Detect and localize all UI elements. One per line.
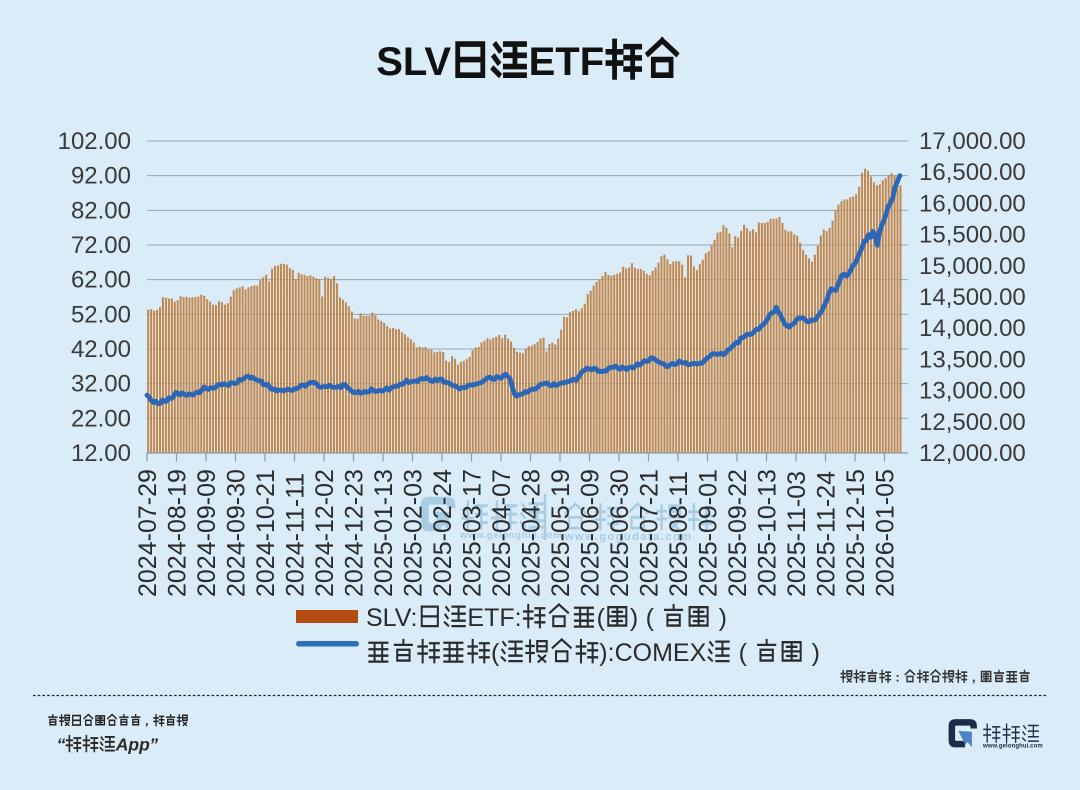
svg-text:2025-06-09: 2025-06-09 (577, 469, 605, 597)
svg-text:“: “ (57, 735, 66, 755)
svg-text:): ) (812, 639, 820, 667)
svg-text:12.00: 12.00 (71, 440, 131, 467)
svg-text:www.gogudata.com: www.gogudata.com (564, 531, 693, 543)
svg-text::: : (895, 670, 899, 685)
svg-text:32.00: 32.00 (71, 371, 131, 398)
svg-text:(: ( (646, 604, 655, 632)
svg-text:2025-05-19: 2025-05-19 (547, 469, 575, 597)
svg-text:16,500.00: 16,500.00 (919, 159, 1026, 186)
svg-text:2024-09-09: 2024-09-09 (193, 469, 221, 597)
svg-text:82.00: 82.00 (71, 197, 131, 224)
svg-text:13,500.00: 13,500.00 (919, 346, 1026, 373)
svg-text:2025-06-30: 2025-06-30 (606, 469, 634, 597)
svg-text:62.00: 62.00 (71, 267, 131, 294)
svg-text:2026-01-05: 2026-01-05 (872, 469, 900, 597)
svg-text:2025-09-22: 2025-09-22 (724, 469, 752, 597)
svg-text:2024-07-29: 2024-07-29 (134, 469, 162, 597)
svg-text:2024-12-23: 2024-12-23 (341, 469, 369, 597)
svg-text:www.gelonghui.com: www.gelonghui.com (459, 530, 562, 541)
svg-text:13,000.00: 13,000.00 (919, 378, 1026, 405)
svg-text:ETF:: ETF: (467, 604, 521, 632)
svg-text:(: ( (739, 639, 748, 667)
svg-text:2025-08-11: 2025-08-11 (665, 471, 693, 597)
svg-text:2025-11-24: 2025-11-24 (813, 471, 841, 597)
svg-text:”: ” (149, 735, 158, 755)
svg-text:16,000.00: 16,000.00 (919, 190, 1026, 217)
svg-text:):COMEX: ):COMEX (599, 639, 706, 667)
svg-text:2024-10-21: 2024-10-21 (252, 469, 280, 597)
svg-text:2025-07-21: 2025-07-21 (636, 469, 664, 597)
svg-text:92.00: 92.00 (71, 163, 131, 190)
svg-text:SLV:: SLV: (366, 604, 417, 632)
svg-text:2024-11-11: 2024-11-11 (282, 473, 310, 597)
svg-text:22.00: 22.00 (71, 405, 131, 432)
svg-text:42.00: 42.00 (71, 336, 131, 363)
svg-text:2025-03-17: 2025-03-17 (459, 469, 487, 597)
svg-text:52.00: 52.00 (71, 301, 131, 328)
svg-text:2025-02-24: 2025-02-24 (429, 469, 457, 597)
svg-text:ETF: ETF (529, 40, 605, 84)
svg-text:(: ( (491, 639, 500, 667)
svg-text:2025-02-03: 2025-02-03 (400, 469, 428, 597)
svg-text:2024-08-19: 2024-08-19 (164, 469, 192, 597)
svg-text:15,000.00: 15,000.00 (919, 253, 1026, 280)
svg-text:72.00: 72.00 (71, 232, 131, 259)
svg-text:SLV: SLV (376, 40, 451, 84)
svg-text:,: , (145, 714, 149, 728)
svg-text:14,500.00: 14,500.00 (919, 284, 1026, 311)
svg-text:102.00: 102.00 (58, 128, 131, 155)
svg-text:2025-04-07: 2025-04-07 (488, 469, 516, 597)
svg-text:2024-09-30: 2024-09-30 (223, 469, 251, 597)
svg-text:14,000.00: 14,000.00 (919, 315, 1026, 342)
svg-text:,: , (972, 670, 976, 685)
svg-text:12,000.00: 12,000.00 (919, 440, 1026, 467)
svg-text:): ) (630, 604, 638, 632)
svg-text:2025-04-28: 2025-04-28 (518, 469, 546, 597)
svg-text:App: App (115, 735, 150, 755)
svg-text:2025-12-15: 2025-12-15 (842, 469, 870, 597)
svg-text:12,500.00: 12,500.00 (919, 409, 1026, 436)
svg-text:15,500.00: 15,500.00 (919, 222, 1026, 249)
svg-text:2024-12-02: 2024-12-02 (311, 469, 339, 597)
svg-text:2025-10-13: 2025-10-13 (754, 469, 782, 597)
svg-text:(: ( (597, 604, 606, 632)
svg-text:): ) (719, 604, 727, 632)
svg-text:2025-11-03: 2025-11-03 (783, 471, 811, 597)
svg-text:17,000.00: 17,000.00 (919, 128, 1026, 155)
svg-text:www.gelonghui.com: www.gelonghui.com (982, 744, 1043, 750)
svg-text:2025-09-01: 2025-09-01 (695, 469, 723, 597)
svg-text:2025-01-13: 2025-01-13 (370, 469, 398, 597)
